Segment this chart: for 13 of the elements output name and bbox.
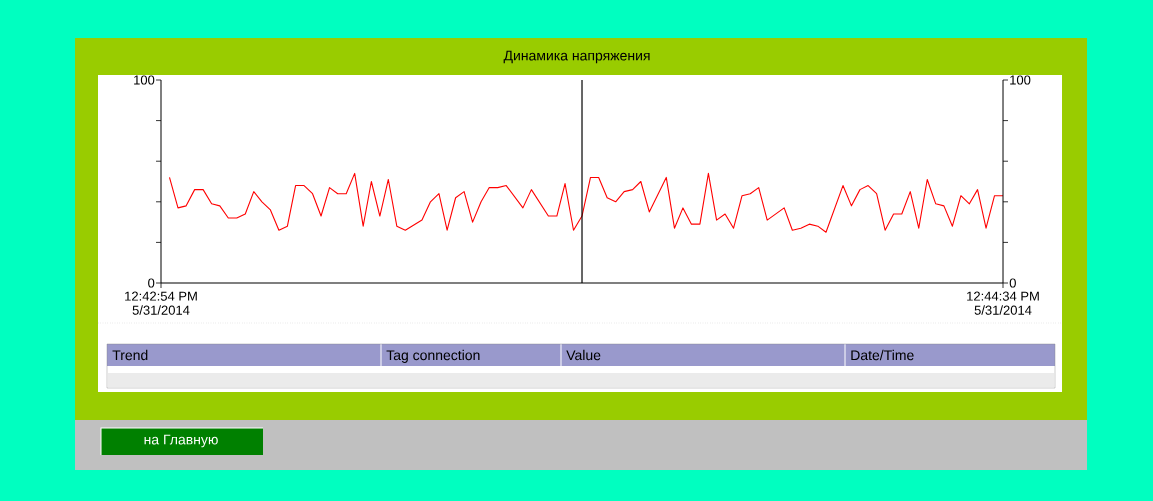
y2-tick-label: 0 xyxy=(1009,278,1016,288)
text: 5/31/2014 xyxy=(132,305,190,315)
text: Date/Time xyxy=(851,349,914,361)
text: 5/31/2014 xyxy=(974,305,1032,315)
text: Value xyxy=(566,349,601,361)
line-series xyxy=(168,172,1004,233)
x-tick-label: 12:44:34 PM xyxy=(967,291,1039,301)
chart-title: Динамика напряжения xyxy=(503,50,650,64)
text: Tag connection xyxy=(386,349,480,363)
x-tick-label: 12:42:54 PM xyxy=(125,291,197,301)
text: Trend xyxy=(112,349,148,361)
y2-tick-label: 100 xyxy=(1010,75,1031,85)
text: на Главную xyxy=(144,434,218,448)
